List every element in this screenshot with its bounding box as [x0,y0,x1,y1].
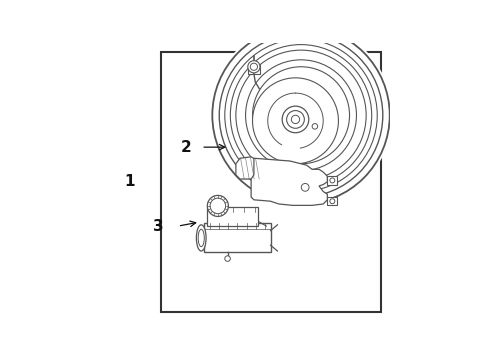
Polygon shape [265,159,287,198]
Bar [161,51,381,312]
Circle shape [210,24,392,207]
Polygon shape [327,176,337,185]
Ellipse shape [198,229,204,247]
Circle shape [312,123,318,129]
Circle shape [330,199,335,204]
Polygon shape [251,158,327,205]
Text: 1: 1 [124,174,134,189]
Circle shape [301,184,309,191]
Circle shape [207,195,228,216]
Polygon shape [327,197,337,205]
Circle shape [250,63,258,70]
Polygon shape [236,157,264,179]
Circle shape [248,61,260,73]
Circle shape [287,111,304,128]
Text: 3: 3 [153,219,164,234]
Bar [207,207,258,226]
Circle shape [330,178,335,183]
Bar [247,65,260,74]
Circle shape [282,106,309,133]
Bar [204,223,270,252]
Text: 2: 2 [181,140,192,155]
Circle shape [252,78,339,164]
Ellipse shape [196,225,206,251]
Circle shape [225,256,230,261]
Circle shape [292,115,300,123]
